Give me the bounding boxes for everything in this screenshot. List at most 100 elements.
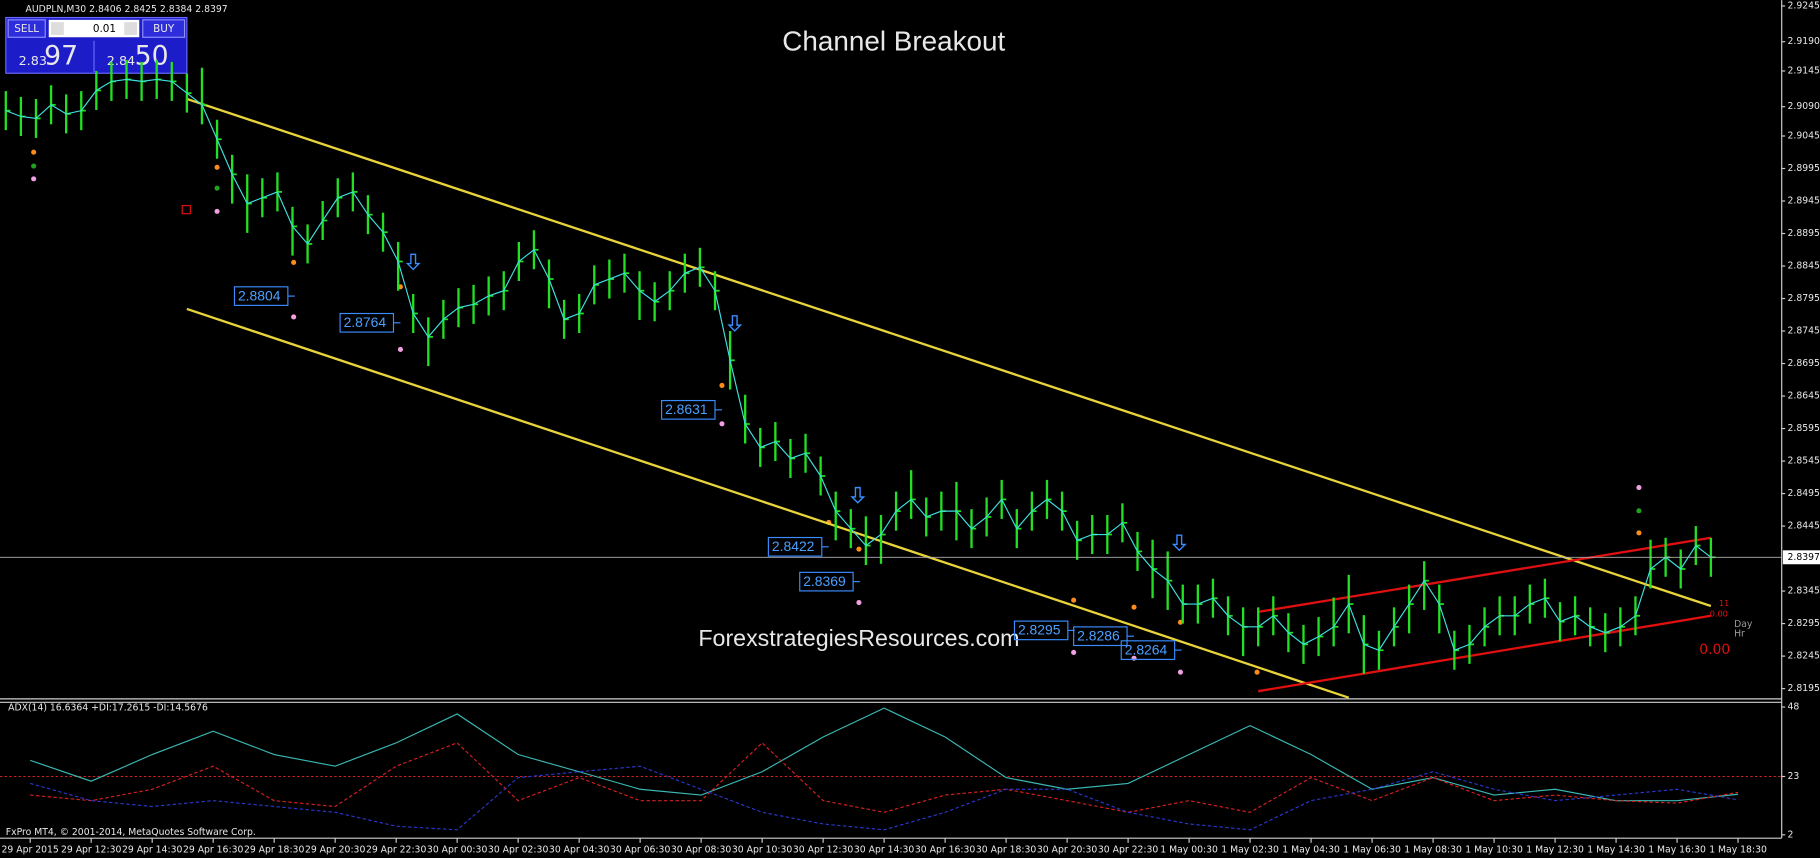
dot	[1071, 649, 1077, 655]
y-tick-label: 2.8745	[1788, 326, 1820, 337]
x-tick-label: 30 Apr 04:30	[549, 844, 610, 855]
dot	[1636, 508, 1642, 514]
indicator-header: ADX(14) 16.6364 +DI:17.2615 -DI:14.5676	[8, 703, 208, 714]
dot	[1636, 530, 1642, 536]
x-tick-label: 30 Apr 12:30	[793, 844, 854, 855]
x-tick-label: 30 Apr 00:30	[427, 844, 488, 855]
bid-label: 2.8397	[1788, 552, 1820, 563]
dot	[1254, 669, 1260, 675]
dot	[1131, 604, 1137, 610]
indicator-line	[29, 707, 1739, 802]
x-tick-label: 29 Apr 12:30	[61, 844, 122, 855]
dot	[214, 208, 220, 214]
y-tick-label: 2.8995	[1788, 163, 1820, 174]
y-tick-label: 2	[1788, 829, 1794, 840]
timer-counter: 0.00	[1699, 642, 1730, 658]
y-tick-label: 2.8495	[1788, 488, 1820, 499]
y-tick-label: 48	[1788, 702, 1800, 713]
dot	[397, 346, 403, 353]
channel-line	[186, 307, 1350, 699]
price-label: 2.8286	[1077, 627, 1120, 643]
arrow	[850, 486, 866, 504]
dot	[1636, 485, 1642, 491]
signal-dots	[31, 149, 1642, 675]
buy-label[interactable]: BUY	[153, 23, 175, 35]
arrow	[727, 315, 743, 332]
lot-down[interactable]	[51, 22, 64, 35]
arrow	[405, 253, 421, 271]
y-tick-label: 2.8945	[1788, 196, 1820, 207]
x-tick-label: 29 Apr 16:30	[183, 844, 244, 855]
y-tick-label: 2.9090	[1788, 101, 1820, 112]
indicator-line	[30, 742, 1739, 813]
dot	[719, 382, 725, 389]
x-tick-label: 30 Apr 14:30	[854, 844, 915, 855]
x-tick-label: 1 May 08:30	[1404, 844, 1462, 855]
price-label: 2.8804	[238, 287, 281, 303]
dot	[1071, 597, 1077, 603]
x-tick-label: 29 Apr 14:30	[122, 844, 183, 855]
x-tick-label: 30 Apr 08:30	[671, 844, 732, 855]
y-tick-label: 2.8595	[1788, 423, 1820, 434]
lot-value[interactable]: 0.01	[93, 23, 116, 35]
timer-hr: Hr	[1734, 628, 1745, 639]
buy-price-big: 2.84	[107, 54, 135, 69]
x-tick-label: 30 Apr 22:30	[1098, 844, 1159, 855]
dot	[719, 421, 725, 427]
x-tick-label: 1 May 18:30	[1709, 844, 1767, 855]
price-label: 2.8631	[665, 401, 708, 417]
dot	[31, 163, 37, 169]
y-tick-label: 23	[1788, 771, 1800, 782]
y-tick-label: 2.9245	[1788, 0, 1820, 11]
copyright: FxPro MT4, © 2001-2014, MetaQuotes Softw…	[6, 827, 256, 838]
x-tick-label: 1 May 14:30	[1587, 844, 1645, 855]
price-label: 2.8295	[1018, 622, 1061, 638]
y-tick-label: 2.8245	[1788, 651, 1820, 662]
lot-up[interactable]	[124, 22, 137, 35]
y-tick-label: 2.8845	[1788, 261, 1820, 272]
indicator-line	[30, 765, 1739, 831]
x-tick-label: 1 May 10:30	[1465, 844, 1523, 855]
x-tick-label: 29 Apr 18:30	[244, 844, 305, 855]
timer-small: 11	[1719, 598, 1729, 608]
signal-arrows	[405, 253, 1187, 552]
y-tick-label: 2.8445	[1788, 521, 1820, 532]
timer-small: 0.00	[1710, 609, 1728, 619]
x-tick-label: 30 Apr 18:30	[976, 844, 1037, 855]
y-tick-label: 2.8545	[1788, 456, 1820, 467]
x-tick-label: 29 Apr 22:30	[366, 844, 427, 855]
buy-button[interactable]	[142, 19, 186, 38]
bid-box	[1782, 550, 1820, 565]
sell-button[interactable]	[7, 19, 46, 38]
sell-price-big: 2.83	[19, 54, 47, 69]
chart-title: Channel Breakout	[782, 25, 1005, 56]
y-tick-label: 2.8795	[1788, 293, 1820, 304]
y-tick-label: 2.8645	[1788, 391, 1820, 402]
x-tick-label: 30 Apr 16:30	[915, 844, 976, 855]
x-tick-label: 30 Apr 02:30	[488, 844, 549, 855]
dot	[291, 314, 297, 320]
x-tick-label: 30 Apr 06:30	[610, 844, 671, 855]
dot	[31, 176, 37, 182]
symbol-header: AUDPLN,M30 2.8406 2.8425 2.8384 2.8397	[26, 4, 228, 15]
lot-field[interactable]	[48, 19, 140, 38]
y-tick-label: 2.9190	[1788, 36, 1820, 47]
x-tick-label: 29 Apr 20:30	[305, 844, 366, 855]
y-tick-label: 2.9145	[1788, 65, 1820, 76]
sell-label[interactable]: SELL	[14, 23, 39, 35]
price-label: 2.8764	[344, 314, 387, 330]
y-tick-label: 2.8195	[1788, 683, 1820, 694]
channel-line	[186, 97, 1712, 608]
y-tick-label: 2.8695	[1788, 358, 1820, 369]
timer-day: Day	[1734, 619, 1753, 630]
close-line	[5, 78, 1712, 652]
y-tick-label: 2.8295	[1788, 618, 1820, 629]
dot	[214, 164, 220, 170]
y-tick-label: 2.9045	[1788, 130, 1820, 141]
price-label: 2.8422	[772, 538, 815, 554]
dot	[291, 259, 297, 265]
x-tick-label: 1 May 12:30	[1526, 844, 1584, 855]
